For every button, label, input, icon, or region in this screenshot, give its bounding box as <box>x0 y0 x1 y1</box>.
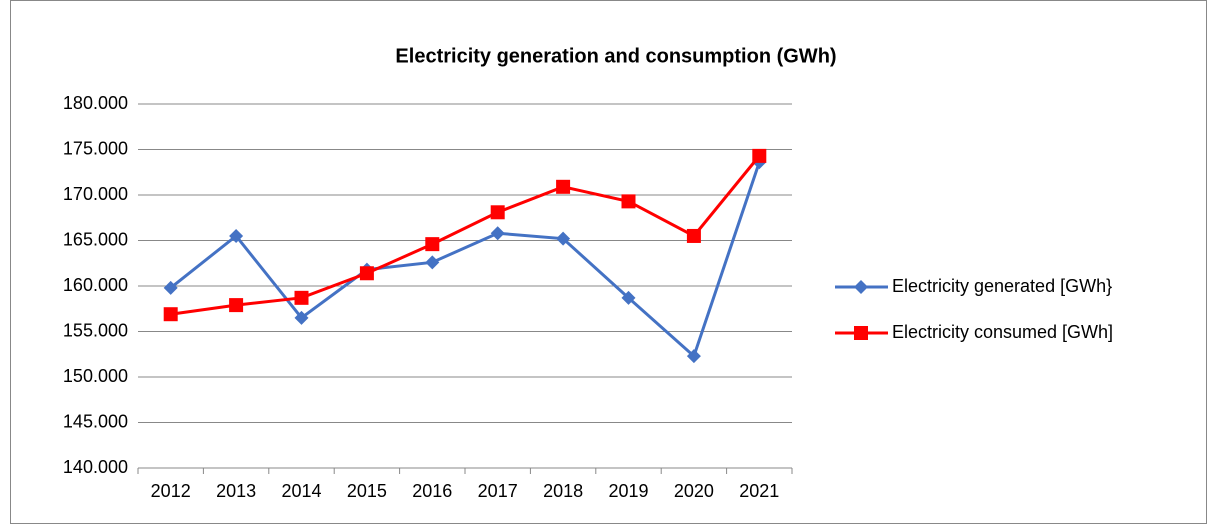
chart-frame <box>10 0 1207 524</box>
diamond-marker <box>490 226 505 241</box>
square-marker <box>163 307 178 322</box>
y-tick-label: 165.000 <box>63 229 128 249</box>
x-tick-label: 2017 <box>478 481 518 501</box>
chart-title: Electricity generation and consumption (… <box>395 45 836 67</box>
square-marker <box>490 205 505 220</box>
square-marker <box>425 237 440 252</box>
x-tick-label: 2014 <box>281 481 321 501</box>
x-tick-label: 2020 <box>674 481 714 501</box>
series-line <box>170 154 761 316</box>
x-tick-label: 2021 <box>739 481 779 501</box>
series-line <box>169 161 761 359</box>
x-tick-label: 2019 <box>608 481 648 501</box>
x-tick-label: 2015 <box>347 481 387 501</box>
square-marker <box>359 266 374 281</box>
square-marker <box>686 228 701 243</box>
legend-label: Electricity generated [GWh} <box>892 276 1112 296</box>
square-marker <box>229 298 244 313</box>
square-marker <box>621 194 636 209</box>
diamond-marker <box>229 228 244 243</box>
square-marker <box>556 179 571 194</box>
diamond-marker <box>621 290 636 305</box>
y-tick-label: 150.000 <box>63 366 128 386</box>
legend-label: Electricity consumed [GWh] <box>892 322 1113 342</box>
legend-marker <box>854 326 868 340</box>
y-tick-label: 145.000 <box>63 411 128 431</box>
diamond-marker <box>556 231 571 246</box>
y-tick-label: 140.000 <box>63 457 128 477</box>
legend-marker <box>854 280 868 294</box>
diamond-marker <box>163 280 178 295</box>
y-tick-label: 155.000 <box>63 320 128 340</box>
y-tick-label: 170.000 <box>63 184 128 204</box>
y-tick-label: 160.000 <box>63 275 128 295</box>
diamond-marker <box>425 255 440 270</box>
square-marker <box>294 290 309 305</box>
diamond-marker <box>686 349 701 364</box>
x-tick-label: 2018 <box>543 481 583 501</box>
x-tick-label: 2013 <box>216 481 256 501</box>
y-tick-label: 180.000 <box>63 93 128 113</box>
diamond-marker <box>294 310 309 325</box>
square-marker <box>752 148 767 163</box>
y-tick-label: 175.000 <box>63 138 128 158</box>
x-tick-label: 2016 <box>412 481 452 501</box>
x-tick-label: 2012 <box>151 481 191 501</box>
